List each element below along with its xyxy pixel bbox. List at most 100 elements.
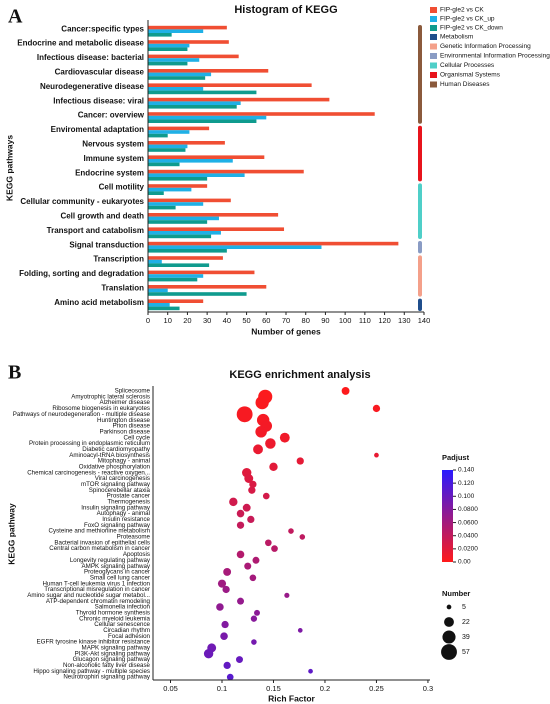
legend-swatch xyxy=(430,43,437,50)
y-tick-label: Infectious disease: viral xyxy=(53,96,144,105)
bubble xyxy=(271,545,278,552)
legend-label: FIP-gle2 vs CK_up xyxy=(440,16,495,23)
bar xyxy=(148,25,227,30)
y-tick-label: Thyroid hormone synthesis xyxy=(76,609,150,616)
x-tick-label: 0.3 xyxy=(423,684,433,693)
y-tick-label: Immune system xyxy=(84,154,144,163)
x-tick-label: 50 xyxy=(242,316,250,325)
y-tick-label: Transcription xyxy=(93,255,144,264)
bar xyxy=(148,169,304,174)
y-axis-label: KEGG pathway xyxy=(6,503,16,565)
size-legend-label: 22 xyxy=(462,619,470,626)
group-band xyxy=(418,25,422,124)
y-tick-label: Alzheimer disease xyxy=(99,399,150,406)
bar xyxy=(148,69,269,73)
legend-label: FIP-gle2 vs CK_down xyxy=(440,25,503,32)
bar xyxy=(148,126,210,131)
x-tick-label: 0.05 xyxy=(163,684,178,693)
bar xyxy=(148,144,188,149)
legend-label: Environmental Information Processing xyxy=(440,53,550,60)
bar xyxy=(148,40,229,44)
bubble xyxy=(221,620,229,629)
bubble xyxy=(244,474,254,483)
bar xyxy=(148,205,176,210)
y-tick-label: Cell growth and death xyxy=(60,212,144,221)
y-tick-label: PI3K-Akt signaling pathway xyxy=(75,650,151,657)
x-tick-label: 40 xyxy=(223,316,231,325)
bar xyxy=(148,216,219,221)
bar xyxy=(148,133,168,138)
y-tick-label: Parkinson disease xyxy=(99,428,150,435)
y-tick-label: Cellular community - eukaryotes xyxy=(20,197,144,206)
bar xyxy=(148,101,241,105)
y-tick-label: Chronic myeloid leukemia xyxy=(79,615,150,622)
bar xyxy=(148,234,212,239)
y-tick-label: Spliceosome xyxy=(115,388,151,395)
y-tick-label: Translation xyxy=(101,284,144,293)
bar xyxy=(148,198,231,203)
bubble xyxy=(249,480,257,488)
bar xyxy=(148,58,200,62)
bar xyxy=(148,220,208,224)
y-axis-label: KEGG pathways xyxy=(4,135,14,201)
x-tick-label: 60 xyxy=(262,316,270,325)
y-tick-label: Focal adhesion xyxy=(108,633,151,640)
bar xyxy=(148,115,267,120)
bar xyxy=(148,184,208,188)
bubble xyxy=(223,568,232,576)
y-tick-label: Mitophagy - animal xyxy=(98,458,150,465)
y-tick-label: ATP-dependent chromatin remodeling xyxy=(46,598,151,605)
bubble xyxy=(236,656,243,664)
y-tick-label: Prostate cancer xyxy=(107,493,150,500)
colorbar-label: 0.0200 xyxy=(458,546,478,553)
y-tick-label: Small cell lung cancer xyxy=(90,574,150,581)
bar xyxy=(148,61,188,66)
bar xyxy=(148,148,186,152)
y-tick-label: Central carbon metabolism in cancer xyxy=(49,545,150,552)
colorbar-label: 0.0800 xyxy=(458,506,478,513)
legend-swatch xyxy=(430,7,437,13)
y-tick-label: Neurodegenerative disease xyxy=(40,82,145,91)
y-tick-label: Oxidative phosphorylation xyxy=(79,463,151,470)
bar xyxy=(148,72,212,77)
bubble xyxy=(297,628,303,633)
colorbar-label: 0.100 xyxy=(458,493,475,500)
y-tick-label: Signal transduction xyxy=(69,240,144,249)
x-tick-label: 140 xyxy=(418,316,431,325)
bar xyxy=(148,270,255,275)
y-tick-label: Proteasome xyxy=(117,534,151,541)
bar xyxy=(148,187,192,192)
y-tick-label: Proteoglycans in cancer xyxy=(84,569,150,576)
y-tick-label: Autophagy - animal xyxy=(97,510,150,517)
bar xyxy=(148,263,210,267)
y-tick-label: Cancer:specific types xyxy=(61,24,144,33)
colorbar-label: 0.140 xyxy=(458,467,475,474)
y-tick-label: Prion disease xyxy=(113,423,151,430)
bubble xyxy=(236,550,245,559)
legend-swatch xyxy=(430,62,437,69)
x-tick-label: 0.15 xyxy=(266,684,281,693)
y-tick-label: Spinocerebellar ataxia xyxy=(89,487,151,494)
bubble xyxy=(269,462,278,472)
bubble xyxy=(236,406,253,423)
legend-swatch xyxy=(430,16,437,22)
bar xyxy=(148,105,237,109)
bubble xyxy=(284,592,290,598)
colorbar xyxy=(442,470,453,562)
size-legend-label: 39 xyxy=(462,634,470,641)
chart-title: KEGG enrichment analysis xyxy=(229,369,370,381)
y-tick-label: Enviromental adaptation xyxy=(51,125,144,134)
colorbar-label: 0.00 xyxy=(458,559,471,566)
colorbar-label: 0.120 xyxy=(458,480,475,487)
x-tick-label: 0.25 xyxy=(369,684,384,693)
bar xyxy=(148,306,180,311)
bubble xyxy=(217,579,227,588)
bar xyxy=(148,241,399,246)
bar xyxy=(148,259,162,264)
bubble xyxy=(250,615,258,622)
bubble xyxy=(254,609,260,616)
y-tick-label: Endocrine and metabolic disease xyxy=(17,39,144,48)
y-tick-label: Infectious disease: bacterial xyxy=(37,53,144,62)
y-tick-label: Circadian rhythm xyxy=(103,627,150,634)
